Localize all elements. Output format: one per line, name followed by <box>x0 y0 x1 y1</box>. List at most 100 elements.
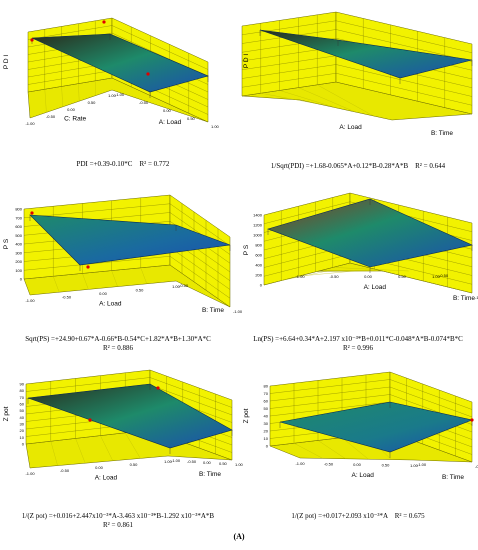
z-tick-label: 80 <box>264 384 269 389</box>
x-tick-label: -1.00 <box>295 274 305 279</box>
y-axis-label: B: Time <box>431 130 453 137</box>
y-tick-label: -0.50 <box>439 273 449 278</box>
y-tick-label: 0.00 <box>203 460 212 465</box>
z-axis-label: P D I <box>243 54 250 69</box>
surface-plot-6: Z pot 0 10 20 30 40 50 60 70 80 -1.00 -0.50 0.00 0.50… <box>243 371 478 481</box>
figure-label: (A) <box>233 532 245 541</box>
floor-gridline <box>315 270 382 272</box>
z-tick-label: 400 <box>255 263 262 268</box>
y-axis-label: B: Time <box>453 295 475 302</box>
y-tick-label: 0.00 <box>163 108 172 113</box>
design-point <box>30 211 34 215</box>
x-tick-label: -1.00 <box>25 471 35 476</box>
design-point <box>86 265 90 269</box>
wall-gridline <box>241 64 473 97</box>
z-tick-label: 10 <box>20 435 25 440</box>
floor-gridline <box>140 267 147 284</box>
x-axis-label: C: Rate <box>64 116 86 123</box>
z-tick-label: 60 <box>264 399 269 404</box>
z-tick-label: 70 <box>264 391 269 396</box>
z-tick-label: 0 <box>266 444 269 449</box>
z-tick-label: 70 <box>20 395 25 400</box>
design-point <box>146 72 150 76</box>
design-point <box>30 38 34 42</box>
x-tick-label: 0.50 <box>136 288 145 293</box>
equation-caption: 1/(Z pot) =+0.016+2.447x10⁻³*A-3.463 x10… <box>21 512 215 529</box>
z-tick-label: 0 <box>22 442 25 447</box>
z-axis-label: P S <box>3 238 10 249</box>
z-tick-label: 200 <box>15 259 22 264</box>
x-tick-label: 0.00 <box>353 462 362 467</box>
z-tick-label: 600 <box>15 224 22 229</box>
wall-gridline <box>263 201 473 232</box>
y-axis-label: B: Time <box>202 307 224 314</box>
y-tick-label: -0.50 <box>179 283 189 288</box>
z-tick-label: 1400 <box>253 213 263 218</box>
surface-plot-1: P D I-1.00-0.500.000.501.00 -1.00-0.500.0… <box>3 17 220 129</box>
wall-gridline <box>269 386 473 418</box>
z-tick-label: 800 <box>15 207 22 212</box>
y-tick-label: -1.00 <box>115 92 125 97</box>
chart-panel-3: P S 0 100 200 300 400 500 600 700 800 -1.00 -0.50 0.… <box>0 185 243 363</box>
y-tick-label: -0.50 <box>139 100 149 105</box>
y-axis-label: B: Time <box>442 474 464 481</box>
floor-gridline <box>279 90 337 109</box>
x-tick-label: -1.00 <box>295 461 305 466</box>
y-tick-label: -0.50 <box>187 459 197 464</box>
wall-gridline <box>23 256 231 299</box>
x-axis-label: A: Load <box>99 300 122 307</box>
equation-caption: Sqrt(PS) =+24.90+0.67*A-0.66*B-0.54*C+1.… <box>25 335 211 352</box>
z-axis-label: Z pot <box>3 406 10 421</box>
z-tick-label: 400 <box>15 242 22 247</box>
wall-gridline <box>23 203 231 246</box>
floor-gridline <box>293 443 323 459</box>
wall-gridline <box>241 73 473 106</box>
z-axis-label: P D I <box>3 55 10 70</box>
chart-panel-1: P D I -1.00 -0.50 0.00 0.50 1.00 -1.00 -0.50 0.0… <box>0 0 236 178</box>
x-tick-label: 0.50 <box>88 100 97 105</box>
x-tick-label: 0.00 <box>95 465 104 470</box>
design-point <box>88 418 92 422</box>
x-tick-label: -0.50 <box>62 295 72 300</box>
x-axis-label: A: Load <box>364 284 387 291</box>
surface-plot-4: P S 0 200 400 600 800 1000 1200 1400 -1.00 -0.50 0.… <box>243 192 478 302</box>
x-axis-label: A: Load <box>339 124 362 131</box>
chart-panel-6: Z pot 0 10 20 30 40 50 60 70 80 -1.00 -0.50 0.00 0.50… <box>240 362 478 540</box>
z-tick-label: 1000 <box>253 233 263 238</box>
z-tick-label: 700 <box>15 215 22 220</box>
equation-caption: 1/(Z pot) =+0.017+2.093 x10⁻³*A R² = 0.6… <box>291 512 425 520</box>
x-tick-label: -1.00 <box>25 298 35 303</box>
floor-gridline <box>317 440 346 459</box>
z-tick-label: 10 <box>264 436 269 441</box>
z-tick-label: 40 <box>264 414 269 419</box>
floor-gridline <box>53 276 60 293</box>
z-tick-label: 300 <box>15 250 22 255</box>
x-tick-label: 0.50 <box>398 274 407 279</box>
floor-gridline <box>298 270 355 277</box>
equation-caption: 1/Sqrt(PDI) =+1.68-0.065*A+0.12*B-0.28*A… <box>270 162 446 170</box>
x-tick-label: 1.00 <box>172 284 181 289</box>
x-tick-label: 0.00 <box>99 291 108 296</box>
chart-panel-5: Z pot 0 10 20 30 40 50 60 70 80 90 -1.00 -0.50 0.00 0.… <box>0 362 244 540</box>
y-tick-label: -1.00 <box>171 458 181 463</box>
z-tick-label: 60 <box>20 402 25 407</box>
x-axis-label: A: Load <box>351 472 374 479</box>
z-tick-label: 30 <box>264 421 269 426</box>
y-tick-label: 0.50 <box>187 116 196 121</box>
y-tick-label: 0.50 <box>219 461 228 466</box>
z-tick-label: 50 <box>20 408 25 413</box>
floor-gridline <box>82 273 89 290</box>
y-tick-label: 1.00 <box>235 462 244 467</box>
z-axis-label: P S <box>243 244 250 255</box>
z-tick-label: 800 <box>255 243 262 248</box>
floor-gridline <box>44 89 47 113</box>
z-tick-label: 0 <box>20 277 23 282</box>
design-point <box>156 386 160 390</box>
wall-gridline <box>269 379 473 410</box>
surface-plot-3: P S 0 100 200 300 400 500 600 700 800 -1.00 -0.50 0.… <box>3 194 243 314</box>
wall-gridline <box>25 377 233 408</box>
chart-panel-4: P S 0 200 400 600 800 1000 1200 1400 -1.00 -0.50 0.… <box>240 185 478 363</box>
floor-gridline <box>61 86 63 107</box>
z-tick-label: 30 <box>20 422 25 427</box>
